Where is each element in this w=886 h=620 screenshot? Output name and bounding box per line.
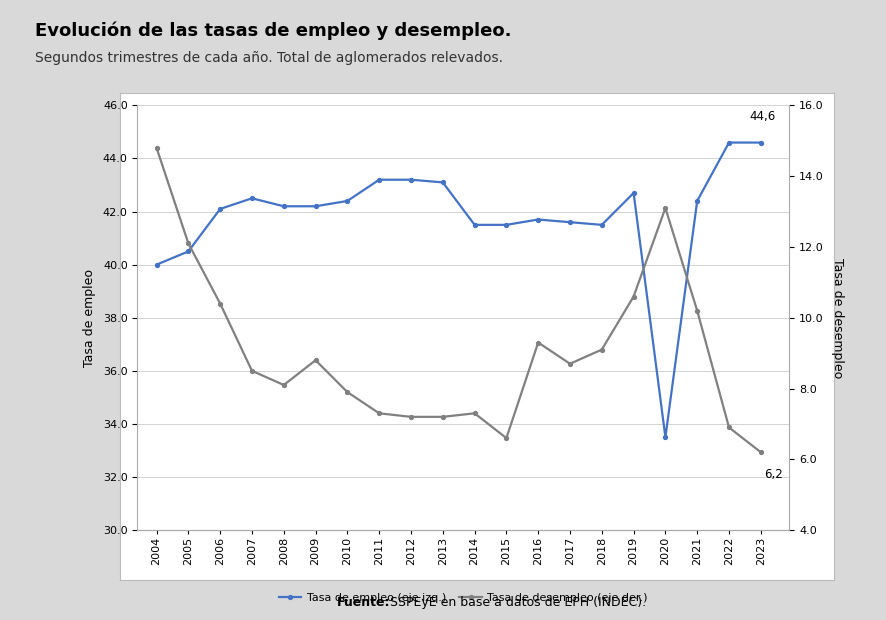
Tasa de desempleo (eje der.) xyxy=(183,240,193,247)
Tasa de empleo (eje izq.) xyxy=(627,189,638,197)
Tasa de desempleo (eje der.) xyxy=(310,356,321,364)
Tasa de empleo (eje izq.) xyxy=(310,203,321,210)
Tasa de empleo (eje izq.) xyxy=(373,176,384,184)
Y-axis label: Tasa de empleo: Tasa de empleo xyxy=(83,268,96,367)
Tasa de empleo (eje izq.) xyxy=(532,216,543,223)
Tasa de desempleo (eje der.) xyxy=(342,388,353,396)
Tasa de empleo (eje izq.) xyxy=(659,433,670,441)
Tasa de empleo (eje izq.) xyxy=(342,197,353,205)
Tasa de desempleo (eje der.) xyxy=(659,205,670,212)
Text: Evolución de las tasas de empleo y desempleo.: Evolución de las tasas de empleo y desem… xyxy=(35,22,511,40)
Tasa de empleo (eje izq.) xyxy=(437,179,447,186)
Tasa de desempleo (eje der.) xyxy=(595,346,606,353)
Text: SSPEyE en base a datos de EPH (INDEC).: SSPEyE en base a datos de EPH (INDEC). xyxy=(385,596,645,609)
Tasa de desempleo (eje der.) xyxy=(723,423,734,431)
Tasa de empleo (eje izq.) xyxy=(246,195,257,202)
Text: Fuente:: Fuente: xyxy=(337,596,390,609)
Tasa de desempleo (eje der.) xyxy=(405,413,416,420)
Tasa de empleo (eje izq.) xyxy=(278,203,289,210)
Text: Segundos trimestres de cada año. Total de aglomerados relevados.: Segundos trimestres de cada año. Total d… xyxy=(35,51,503,65)
Tasa de desempleo (eje der.) xyxy=(437,413,447,420)
Line: Tasa de desempleo (eje der.): Tasa de desempleo (eje der.) xyxy=(154,146,762,454)
Tasa de empleo (eje izq.) xyxy=(595,221,606,229)
Legend: Tasa de empleo (eje izq.), Tasa de desempleo (eje der.): Tasa de empleo (eje izq.), Tasa de desem… xyxy=(275,588,651,608)
Text: 6,2: 6,2 xyxy=(763,468,781,481)
Tasa de desempleo (eje der.) xyxy=(469,410,479,417)
Tasa de empleo (eje izq.) xyxy=(214,205,225,213)
Tasa de desempleo (eje der.) xyxy=(214,300,225,308)
Tasa de desempleo (eje der.) xyxy=(691,307,702,314)
Tasa de desempleo (eje der.) xyxy=(246,367,257,374)
Tasa de desempleo (eje der.) xyxy=(373,410,384,417)
Y-axis label: Tasa de desempleo: Tasa de desempleo xyxy=(830,258,843,378)
Tasa de empleo (eje izq.) xyxy=(469,221,479,229)
Tasa de empleo (eje izq.) xyxy=(152,261,162,268)
Text: 44,6: 44,6 xyxy=(749,110,774,123)
Tasa de empleo (eje izq.) xyxy=(691,197,702,205)
Tasa de desempleo (eje der.) xyxy=(278,381,289,389)
Tasa de empleo (eje izq.) xyxy=(501,221,511,229)
Tasa de desempleo (eje der.) xyxy=(532,339,543,346)
Tasa de desempleo (eje der.) xyxy=(501,435,511,442)
Line: Tasa de empleo (eje izq.): Tasa de empleo (eje izq.) xyxy=(154,141,762,439)
Tasa de empleo (eje izq.) xyxy=(564,218,575,226)
Tasa de desempleo (eje der.) xyxy=(152,144,162,152)
Tasa de empleo (eje izq.) xyxy=(723,139,734,146)
Tasa de desempleo (eje der.) xyxy=(564,360,575,368)
Tasa de desempleo (eje der.) xyxy=(627,293,638,300)
Tasa de empleo (eje izq.) xyxy=(755,139,766,146)
Tasa de desempleo (eje der.) xyxy=(755,448,766,456)
Tasa de empleo (eje izq.) xyxy=(405,176,416,184)
Tasa de empleo (eje izq.) xyxy=(183,247,193,255)
